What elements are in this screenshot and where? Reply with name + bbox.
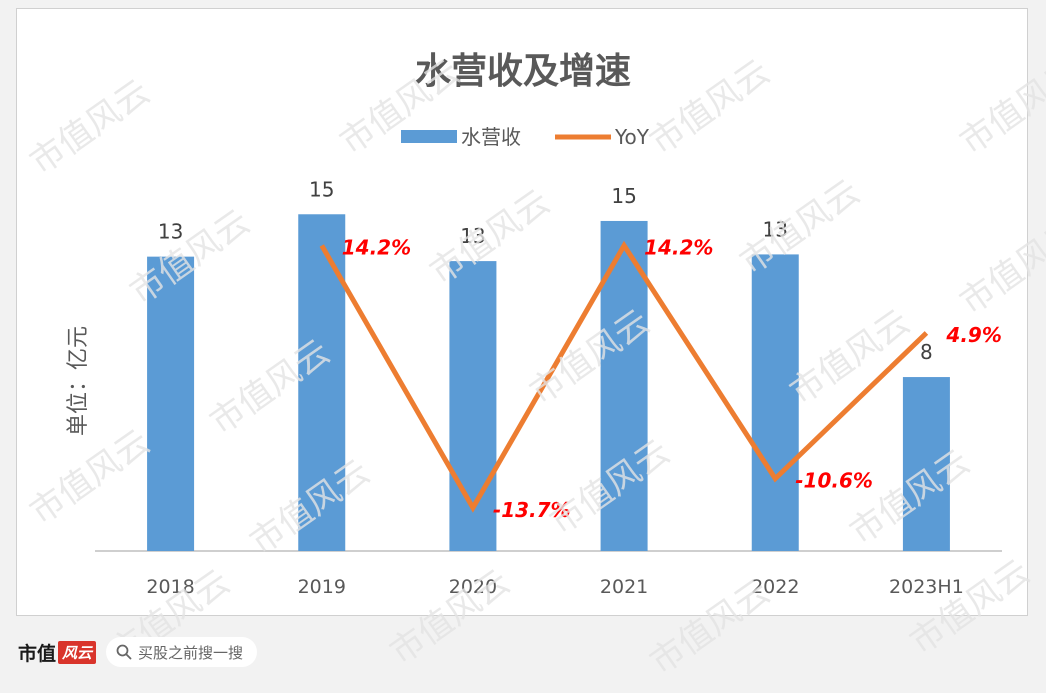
line-series: [319, 240, 929, 513]
bar-2022: [751, 254, 799, 551]
bar-value-label: 13: [763, 217, 788, 241]
bar-value-label: 13: [158, 220, 183, 244]
yoy-value-label: 14.2%: [644, 236, 713, 260]
yoy-value-label: -10.6%: [795, 469, 873, 493]
yoy-value-label: 4.9%: [945, 323, 1001, 347]
y-axis-label: 单位：亿元: [66, 326, 91, 436]
data-labels: 13 2018 15 2019 14.2% 13 2020 -13.7% 15 2021 14.2%…: [146, 177, 1001, 598]
legend-line-label: YoY: [614, 125, 650, 149]
x-tick-label: 2023H1: [889, 576, 964, 598]
chart-card: 水营收及增速 水营收 YoY 单位：亿元 13 2018 15 2019 14.2% 13…: [16, 8, 1028, 616]
bar-value-label: 8: [920, 340, 933, 364]
yoy-line: [319, 240, 929, 513]
x-tick-label: 2019: [298, 576, 346, 598]
bar-2018: [147, 256, 195, 551]
chart-title: 水营收及增速: [415, 51, 631, 92]
bar-value-label: 15: [611, 184, 636, 208]
brand-text: 市值: [18, 642, 57, 665]
bar-value-label: 15: [309, 177, 334, 201]
legend: 水营收 YoY: [401, 125, 650, 149]
bar-2019: [298, 214, 346, 551]
yoy-value-label: -13.7%: [493, 498, 571, 522]
x-tick-label: 2021: [600, 576, 648, 598]
footer: 市值 风云 买股之前搜一搜: [18, 634, 258, 670]
bar-2023H1: [902, 377, 950, 551]
x-tick-label: 2022: [751, 576, 799, 598]
search-icon: [116, 644, 132, 660]
brand-logo[interactable]: 市值 风云: [18, 639, 97, 666]
x-tick-label: 2020: [449, 576, 497, 598]
yoy-value-label: 14.2%: [342, 236, 411, 260]
brand-badge: 风云: [58, 640, 97, 664]
search-placeholder: 买股之前搜一搜: [138, 643, 244, 662]
bar-value-label: 13: [460, 224, 485, 248]
bar-2020: [449, 261, 497, 551]
legend-bar-label: 水营收: [461, 125, 521, 149]
legend-bar-swatch: [401, 130, 457, 143]
x-tick-label: 2018: [146, 576, 194, 598]
search-box[interactable]: 买股之前搜一搜: [106, 637, 258, 667]
